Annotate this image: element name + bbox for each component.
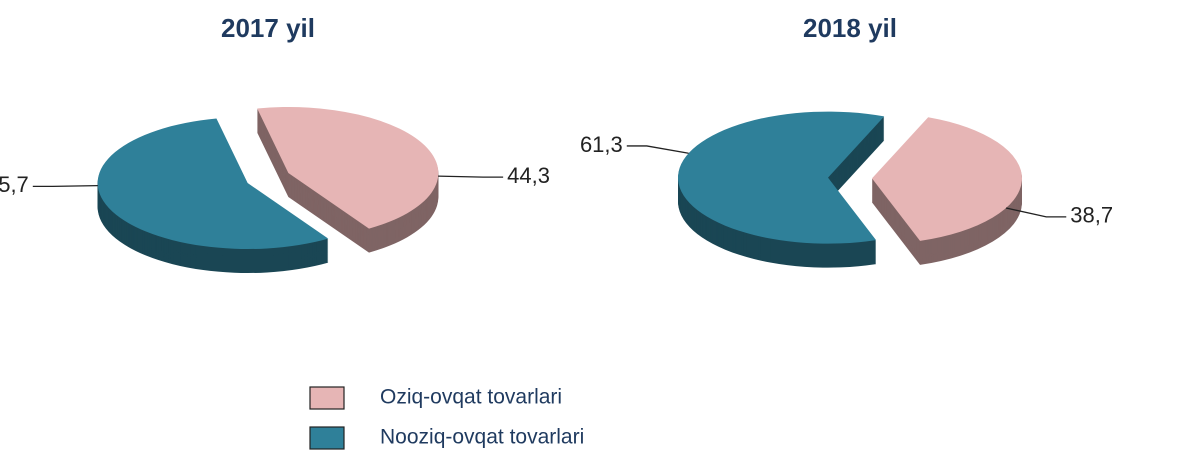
leader-line <box>1005 207 1067 218</box>
chart-title: 2018 yil <box>803 13 897 43</box>
leader-line <box>438 175 504 178</box>
chart-title: 2017 yil <box>221 13 315 43</box>
legend-swatch <box>309 386 345 410</box>
legend-swatch <box>309 426 345 450</box>
leader-line <box>626 145 689 154</box>
data-label: 44,3 <box>507 163 550 188</box>
legend-label: Oziq-ovqat tovarlari <box>380 386 562 409</box>
leader-line <box>32 184 98 188</box>
legend-label: Nooziq-ovqat tovarlari <box>380 426 584 449</box>
slice <box>871 117 1022 241</box>
slice <box>678 111 885 244</box>
slice <box>257 106 439 229</box>
data-label: 61,3 <box>580 132 623 157</box>
slice <box>97 118 329 250</box>
data-label: 38,7 <box>1070 203 1113 228</box>
data-label: 55,7 <box>0 172 29 197</box>
